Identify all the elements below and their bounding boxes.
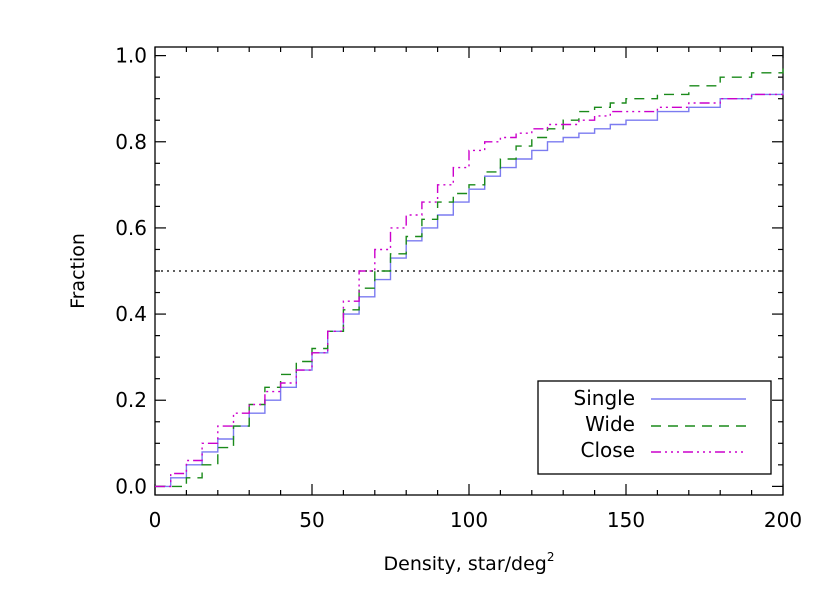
x-tick-labels: 0 50 100 150 200 [149,508,802,532]
x-axis-title-main: Density, star/deg [384,553,547,575]
y-tick-label: 0.0 [115,474,147,498]
x-axis-title-superscript: 2 [547,550,555,564]
series-line-wide [155,68,784,488]
y-tick-label: 0.2 [115,388,147,412]
x-tick-label: 50 [299,508,324,532]
series-line-single [155,90,784,488]
y-axis-title: Fraction [67,233,89,309]
x-tick-label: 0 [149,508,162,532]
y-tick-label: 0.8 [115,130,147,154]
ticks [154,47,784,495]
legend-label-close: Close [581,438,635,462]
y-tick-label: 0.4 [115,302,147,326]
x-tick-label: 200 [764,508,802,532]
series-lines [155,68,784,488]
y-tick-label: 1.0 [115,44,147,68]
legend: Single Wide Close [537,380,772,475]
legend-label-single: Single [574,386,635,410]
y-tick-label: 0.6 [115,216,147,240]
legend-box [537,380,772,475]
x-tick-label: 150 [607,508,645,532]
x-axis-title: Density, star/deg2 [384,550,555,575]
series-line-close [155,90,784,488]
y-tick-labels: 0.0 0.2 0.4 0.6 0.8 1.0 [115,44,147,499]
legend-label-wide: Wide [585,412,635,436]
x-tick-label: 100 [450,508,488,532]
